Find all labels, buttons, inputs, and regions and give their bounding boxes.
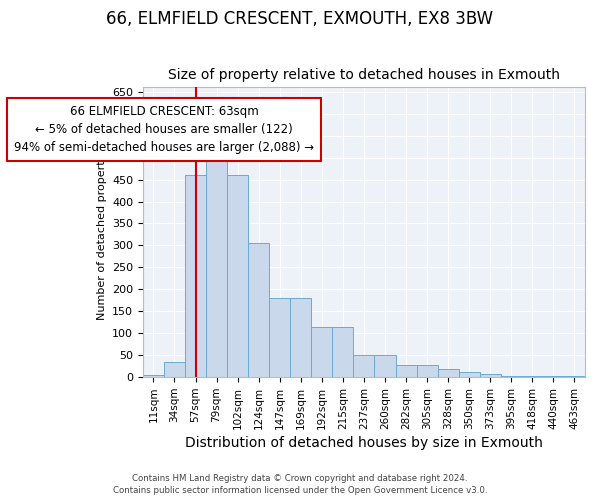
Bar bbox=[290, 298, 311, 377]
Bar bbox=[185, 175, 206, 377]
Bar bbox=[248, 244, 269, 377]
Text: 66 ELMFIELD CRESCENT: 63sqm
← 5% of detached houses are smaller (122)
94% of sem: 66 ELMFIELD CRESCENT: 63sqm ← 5% of deta… bbox=[14, 105, 314, 154]
Title: Size of property relative to detached houses in Exmouth: Size of property relative to detached ho… bbox=[168, 68, 560, 82]
Y-axis label: Number of detached properties: Number of detached properties bbox=[97, 144, 107, 320]
Bar bbox=[143, 375, 164, 377]
Bar bbox=[227, 175, 248, 377]
Bar bbox=[206, 151, 227, 377]
Bar bbox=[269, 298, 290, 377]
Bar bbox=[437, 370, 458, 377]
Bar bbox=[522, 376, 543, 377]
Bar bbox=[164, 362, 185, 377]
Bar bbox=[374, 355, 395, 377]
Bar bbox=[458, 372, 480, 377]
Text: Contains HM Land Registry data © Crown copyright and database right 2024.
Contai: Contains HM Land Registry data © Crown c… bbox=[113, 474, 487, 495]
Bar bbox=[416, 365, 437, 377]
Bar bbox=[480, 374, 501, 377]
Text: 66, ELMFIELD CRESCENT, EXMOUTH, EX8 3BW: 66, ELMFIELD CRESCENT, EXMOUTH, EX8 3BW bbox=[106, 10, 494, 28]
Bar bbox=[501, 376, 522, 377]
Bar bbox=[395, 365, 416, 377]
X-axis label: Distribution of detached houses by size in Exmouth: Distribution of detached houses by size … bbox=[185, 436, 543, 450]
Bar bbox=[543, 376, 564, 377]
Bar bbox=[332, 326, 353, 377]
Bar bbox=[353, 355, 374, 377]
Bar bbox=[564, 376, 585, 377]
Bar bbox=[311, 326, 332, 377]
